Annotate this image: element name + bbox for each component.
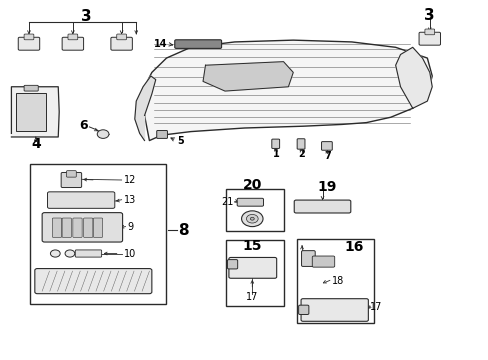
Text: 14: 14 (154, 40, 167, 49)
Circle shape (97, 130, 109, 138)
FancyBboxPatch shape (73, 218, 82, 237)
Text: 1: 1 (272, 149, 279, 159)
FancyBboxPatch shape (301, 251, 315, 266)
Text: 11: 11 (123, 283, 136, 293)
FancyBboxPatch shape (24, 85, 38, 91)
Text: 3: 3 (81, 9, 91, 24)
FancyBboxPatch shape (157, 131, 167, 138)
FancyBboxPatch shape (75, 250, 102, 257)
FancyBboxPatch shape (237, 198, 263, 206)
Bar (16, 93, 45, 131)
FancyBboxPatch shape (294, 200, 350, 213)
Polygon shape (203, 62, 293, 91)
Circle shape (241, 211, 263, 226)
Text: 21: 21 (221, 197, 233, 207)
FancyBboxPatch shape (117, 34, 126, 40)
Text: 2: 2 (298, 149, 305, 159)
Text: 7: 7 (324, 150, 330, 161)
Circle shape (50, 250, 60, 257)
FancyBboxPatch shape (62, 37, 83, 50)
Bar (225, 189, 283, 231)
FancyBboxPatch shape (52, 218, 61, 237)
Polygon shape (11, 87, 59, 137)
FancyBboxPatch shape (301, 299, 367, 321)
FancyBboxPatch shape (321, 141, 331, 150)
FancyBboxPatch shape (62, 218, 71, 237)
Text: 19: 19 (317, 180, 336, 194)
Circle shape (250, 217, 254, 220)
Text: 17: 17 (369, 302, 382, 312)
FancyBboxPatch shape (18, 37, 40, 50)
FancyBboxPatch shape (66, 171, 76, 177)
Text: 6: 6 (79, 119, 87, 132)
Polygon shape (135, 76, 156, 140)
Text: 18: 18 (331, 276, 344, 286)
Text: 17: 17 (245, 292, 258, 302)
FancyBboxPatch shape (227, 260, 237, 269)
FancyBboxPatch shape (93, 218, 102, 237)
FancyBboxPatch shape (35, 269, 152, 294)
Bar (297, 239, 373, 323)
Text: 16: 16 (344, 240, 363, 255)
Text: 13: 13 (123, 195, 136, 205)
Text: 9: 9 (127, 222, 133, 231)
Text: 12: 12 (123, 175, 136, 185)
Text: 5: 5 (177, 136, 183, 146)
FancyBboxPatch shape (298, 305, 308, 315)
FancyBboxPatch shape (418, 32, 440, 45)
Text: 10: 10 (123, 248, 136, 258)
Circle shape (65, 250, 75, 257)
FancyBboxPatch shape (68, 34, 78, 40)
Text: 8: 8 (178, 223, 188, 238)
FancyBboxPatch shape (424, 29, 434, 35)
Bar (30, 164, 166, 304)
FancyBboxPatch shape (174, 40, 221, 48)
FancyBboxPatch shape (271, 139, 279, 148)
Polygon shape (395, 47, 431, 108)
Bar (225, 240, 283, 306)
FancyBboxPatch shape (61, 172, 81, 188)
Polygon shape (142, 40, 431, 140)
Text: 3: 3 (424, 8, 434, 23)
FancyBboxPatch shape (297, 139, 305, 149)
FancyBboxPatch shape (24, 34, 34, 40)
FancyBboxPatch shape (42, 213, 122, 242)
Text: 4: 4 (31, 137, 41, 151)
FancyBboxPatch shape (111, 37, 132, 50)
FancyBboxPatch shape (47, 192, 115, 208)
Circle shape (246, 215, 258, 223)
Text: 15: 15 (242, 239, 262, 253)
FancyBboxPatch shape (228, 257, 276, 278)
Text: 20: 20 (242, 178, 262, 192)
FancyBboxPatch shape (83, 218, 93, 237)
FancyBboxPatch shape (312, 256, 334, 267)
